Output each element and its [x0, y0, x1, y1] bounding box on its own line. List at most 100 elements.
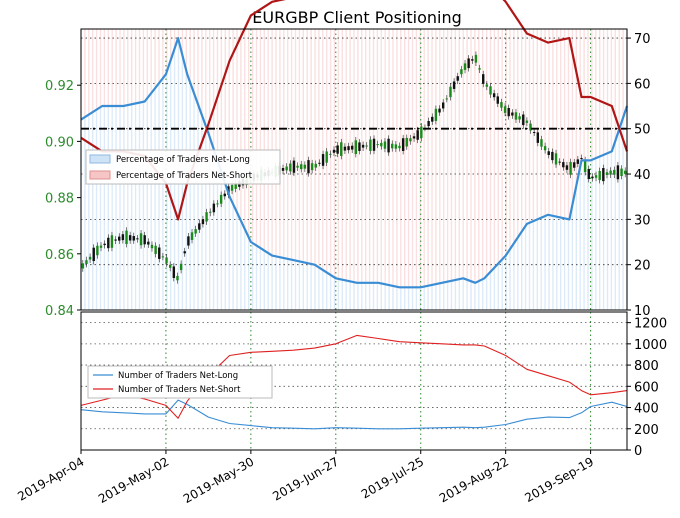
percent-axis-tick-label: 10 [634, 304, 651, 319]
count-axis-ticks: 0 200 400 600 800 1000 1200 [627, 317, 667, 459]
price-candle-body [292, 160, 296, 173]
price-candle-body [518, 116, 521, 120]
price-candle-body [532, 132, 536, 134]
price-series [81, 51, 627, 284]
price-candle-body [365, 145, 368, 147]
price-candle-body [492, 93, 496, 98]
date-axis-ticks: 2019-Apr-04 2019-May-02 2019-May-30 2019-Ju… [15, 450, 596, 506]
price-candle-body [576, 159, 580, 164]
price-candle-body [587, 168, 590, 180]
price-candle-body [358, 142, 361, 151]
date-axis-tick-label: 2019-Jul-25 [359, 454, 426, 501]
price-candle-body [522, 114, 525, 126]
legend-swatch-net-long [89, 154, 111, 164]
price-candle-body [336, 145, 339, 154]
count-net-short-line [80, 334, 628, 419]
price-candle-body [478, 68, 481, 70]
legend-label-pct-net-short: Percentage of Traders Net-Short [116, 171, 253, 181]
price-candle-body [482, 74, 485, 84]
price-candle-body [441, 102, 445, 109]
count-axis-tick-label: 1200 [634, 317, 667, 332]
bottom-legend: Number of Traders Net-Long Number of Tra… [87, 365, 273, 399]
price-candle-body [503, 106, 507, 113]
price-candle-body [147, 241, 150, 245]
price-candle-body [554, 153, 558, 165]
price-candle-body [489, 86, 492, 95]
percent-axis-tick-label: 70 [634, 32, 651, 47]
price-candle-body [383, 141, 387, 149]
price-candle-body [474, 54, 478, 63]
count-axis-tick-label: 800 [634, 359, 659, 374]
price-candle-body [372, 138, 376, 151]
price-candle-body [128, 235, 132, 241]
count-axis-tick-label: 600 [634, 380, 659, 395]
price-candle-body [307, 160, 310, 174]
price-axis-tick-label: 0.90 [45, 135, 74, 150]
price-candle-body [507, 107, 510, 117]
price-candle-body [394, 144, 398, 149]
price-candle-body [136, 238, 139, 240]
price-candle-body [107, 237, 110, 249]
price-candle-body [431, 116, 434, 122]
date-axis-tick-label: 2019-Sep-19 [522, 454, 596, 505]
price-candle-body [343, 146, 347, 151]
price-candle-body [562, 162, 565, 168]
price-candle-body [230, 185, 234, 191]
price-candle-body [150, 244, 154, 249]
price-candle-body [347, 146, 350, 151]
price-candle-body [594, 175, 598, 178]
date-axis-tick-label: 2019-May-02 [96, 454, 171, 506]
price-candle-body [427, 121, 430, 127]
percent-series [80, 0, 629, 289]
price-candle-body [456, 76, 459, 81]
price-candle-body [314, 163, 317, 168]
price-candle-body [209, 211, 212, 213]
price-candle-body [125, 230, 128, 245]
price-candle-body [103, 243, 106, 246]
price-candle-body [350, 145, 354, 150]
price-candle-body [303, 164, 307, 169]
chart-title: EURGBP Client Positioning [252, 8, 462, 27]
price-candle-body [354, 140, 358, 155]
price-candle-body [460, 69, 463, 75]
bottom-panel-frame [80, 311, 628, 451]
price-candle-body [194, 229, 197, 234]
price-candle-body [369, 139, 372, 151]
price-candle-body [620, 168, 623, 177]
price-candle-body [96, 245, 99, 256]
price-candle-body [168, 264, 172, 268]
price-candle-body [92, 247, 95, 262]
price-candle-body [318, 162, 321, 164]
price-axis-tick-label: 0.84 [45, 304, 74, 319]
price-candle-body [405, 137, 408, 147]
date-axis-tick-label: 2019-Aug-22 [437, 454, 511, 505]
price-candle-body [143, 235, 146, 245]
percent-axis-tick-label: 30 [634, 213, 651, 228]
price-candle-body [380, 142, 383, 147]
price-candle-body [398, 145, 401, 149]
price-candle-body [212, 203, 216, 213]
price-candle-body [580, 157, 583, 159]
price-candle-body [114, 239, 117, 241]
price-candle-body [281, 168, 285, 171]
price-candle-body [85, 260, 88, 265]
price-candle-body [598, 171, 601, 181]
pct-net-long-line [80, 36, 629, 289]
price-candle-body [387, 138, 390, 153]
price-candle-body [190, 232, 194, 240]
price-candle-body [613, 169, 616, 175]
price-candle-body [434, 108, 438, 121]
price-candle-body [158, 247, 161, 259]
price-candle-body [118, 236, 121, 241]
legend-label-pct-net-long: Percentage of Traders Net-Long [116, 155, 250, 165]
price-candle-body [558, 161, 561, 163]
price-candle-body [216, 203, 219, 205]
top-legend: Percentage of Traders Net-Long Percentag… [85, 149, 281, 185]
price-candle-body [529, 123, 532, 131]
price-axis-tick-label: 0.86 [45, 248, 74, 263]
price-candle-body [139, 233, 143, 246]
price-candle-body [496, 96, 499, 104]
price-candle-body [132, 236, 135, 241]
bottom-legend-box [87, 365, 273, 399]
